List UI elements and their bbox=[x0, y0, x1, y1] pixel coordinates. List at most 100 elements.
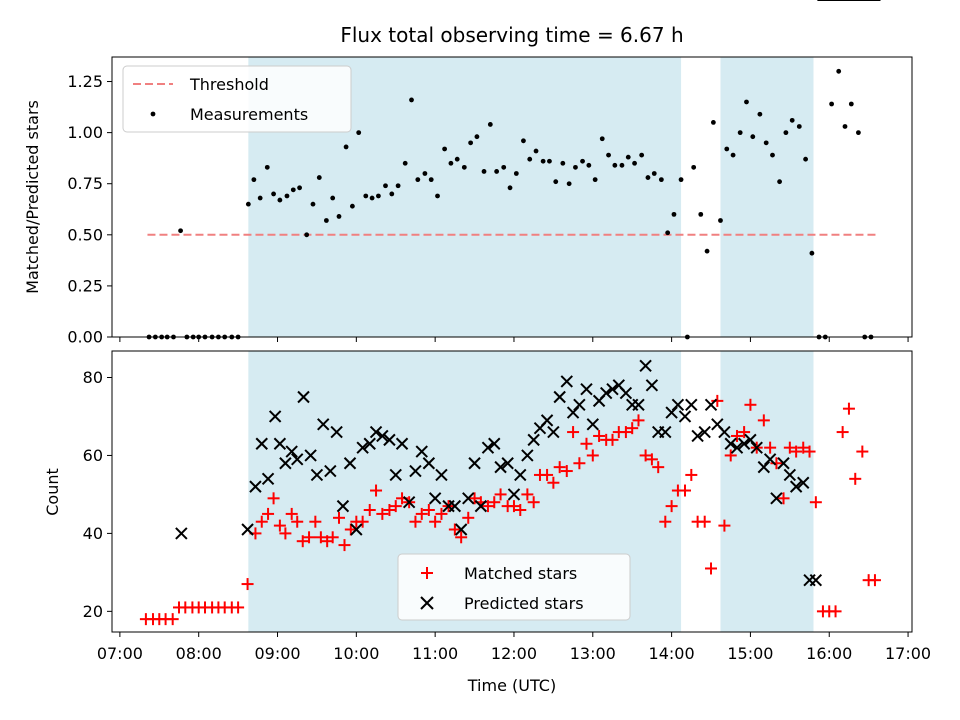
measurement-point bbox=[251, 177, 257, 183]
predicted-star-point bbox=[241, 523, 254, 536]
predicted-star-point-b bbox=[797, 476, 810, 489]
matched-star-point bbox=[415, 507, 428, 520]
measurement-point bbox=[257, 195, 263, 201]
bottom-panel: 20 40 60 80 07:00 08:00 09:00 10:00 11:00 12:00 1… bbox=[43, 0, 931, 695]
bottom-x-tick-label: 12:00 bbox=[491, 644, 537, 663]
predicted-star-point-b bbox=[724, 437, 737, 450]
top-y-tick-label: 1.25 bbox=[67, 72, 103, 91]
predicted-star-point-b bbox=[415, 445, 428, 458]
predicted-star-point bbox=[428, 492, 442, 505]
measurement-point bbox=[290, 187, 296, 193]
predicted-star-point bbox=[560, 375, 573, 388]
matched-star-point bbox=[698, 515, 711, 528]
predicted-star-point bbox=[494, 460, 507, 474]
measurement-point bbox=[487, 122, 493, 127]
matched-stars-legend-label: Matched stars bbox=[464, 564, 577, 583]
matched-star-point bbox=[455, 531, 468, 544]
measurement-point bbox=[330, 195, 336, 201]
measurements-legend-label: Measurements bbox=[190, 105, 308, 124]
matched-star-point bbox=[267, 492, 280, 505]
matched-star-point bbox=[829, 605, 842, 618]
predicted-star-point-b bbox=[454, 523, 468, 536]
predicted-star-point-b bbox=[809, 573, 823, 587]
matched-star-point bbox=[652, 461, 665, 474]
predicted-star-point bbox=[435, 468, 448, 482]
predicted-star-point-b bbox=[241, 523, 254, 536]
predicted-star-point-b bbox=[336, 499, 350, 513]
measurement-point bbox=[277, 197, 283, 203]
matched-star-point bbox=[626, 422, 639, 435]
matched-star-point bbox=[593, 429, 606, 442]
measurement-point bbox=[402, 160, 408, 166]
predicted-star-point bbox=[376, 429, 389, 443]
predicted-star-point-b bbox=[304, 449, 317, 462]
predicted-star-point bbox=[566, 406, 580, 419]
measurements-points bbox=[146, 68, 874, 340]
predicted-star-point-b bbox=[428, 492, 442, 505]
predicted-star-point bbox=[409, 464, 422, 478]
predicted-star-point bbox=[273, 437, 287, 450]
measurement-point bbox=[422, 171, 428, 176]
predicted-star-point-b bbox=[488, 437, 501, 450]
measurement-point bbox=[507, 185, 513, 191]
predicted-star-point bbox=[639, 359, 652, 373]
predicted-star-point-b bbox=[422, 457, 436, 470]
matched-star-point bbox=[553, 461, 566, 474]
top-y-tick-label: 0.75 bbox=[67, 174, 103, 193]
predicted-star-point-b bbox=[395, 437, 409, 450]
predicted-star-point bbox=[474, 499, 488, 513]
measurement-point bbox=[770, 152, 775, 158]
predicted-star-point-b bbox=[356, 441, 369, 454]
measurement-point bbox=[645, 175, 651, 180]
measurement-point bbox=[625, 154, 631, 160]
matched-star-point bbox=[389, 500, 402, 513]
predicted-star-point-b bbox=[462, 492, 475, 505]
predicted-star-point-b bbox=[376, 429, 389, 443]
predicted-star-point-b bbox=[409, 464, 422, 478]
matched-star-point bbox=[285, 507, 298, 520]
predicted-star-point bbox=[363, 437, 376, 450]
measurement-point bbox=[513, 171, 519, 176]
predicted-star-point-b bbox=[285, 445, 298, 458]
predicted-star-point bbox=[330, 425, 343, 439]
measurement-point bbox=[691, 164, 697, 170]
matched-star-point bbox=[309, 515, 322, 528]
predicted-star-point bbox=[527, 433, 540, 447]
bottom-x-tick-label: 15:00 bbox=[727, 644, 773, 663]
bottom-x-tick-label: 14:00 bbox=[649, 644, 695, 663]
matched-star-point bbox=[849, 472, 862, 485]
matched-star-point bbox=[232, 601, 245, 614]
matched-star-point bbox=[166, 613, 179, 626]
predicted-star-point bbox=[573, 398, 586, 411]
predicted-star-point bbox=[737, 437, 751, 450]
predicted-star-point bbox=[448, 499, 462, 513]
matched-star-point bbox=[279, 527, 292, 540]
predicted-star-point bbox=[304, 449, 317, 462]
predicted-star-point bbox=[521, 449, 534, 462]
measurement-point bbox=[842, 124, 848, 129]
measurement-point bbox=[718, 218, 723, 223]
measurement-point bbox=[336, 214, 342, 219]
top-y-ticks: 0.00 0.25 0.50 0.75 1.00 1.25 bbox=[67, 72, 112, 347]
measurement-point bbox=[363, 193, 369, 199]
predicted-star-point-b bbox=[468, 457, 481, 470]
measurement-point bbox=[435, 193, 440, 199]
predicted-star-point bbox=[665, 406, 678, 419]
predicted-star-point bbox=[783, 468, 797, 482]
predicted-star-point bbox=[175, 527, 188, 540]
chart-title: Flux total observing time = 6.67 h bbox=[340, 23, 683, 47]
predicted-star-point bbox=[809, 573, 823, 587]
predicted-star-point bbox=[606, 382, 619, 396]
matched-star-point bbox=[363, 504, 376, 517]
matched-star-point bbox=[527, 496, 540, 509]
predicted-star-point-b bbox=[521, 449, 534, 462]
threshold-legend-label: Threshold bbox=[189, 75, 269, 94]
measurement-point bbox=[612, 162, 618, 168]
measurement-point bbox=[573, 164, 578, 170]
matched-star-point bbox=[659, 515, 672, 528]
matched-star-point bbox=[777, 492, 790, 505]
predicted-star-point-b bbox=[763, 453, 777, 466]
predicted-star-point-b bbox=[279, 457, 292, 470]
predicted-star-point bbox=[422, 457, 436, 470]
predicted-star-point bbox=[698, 425, 711, 439]
